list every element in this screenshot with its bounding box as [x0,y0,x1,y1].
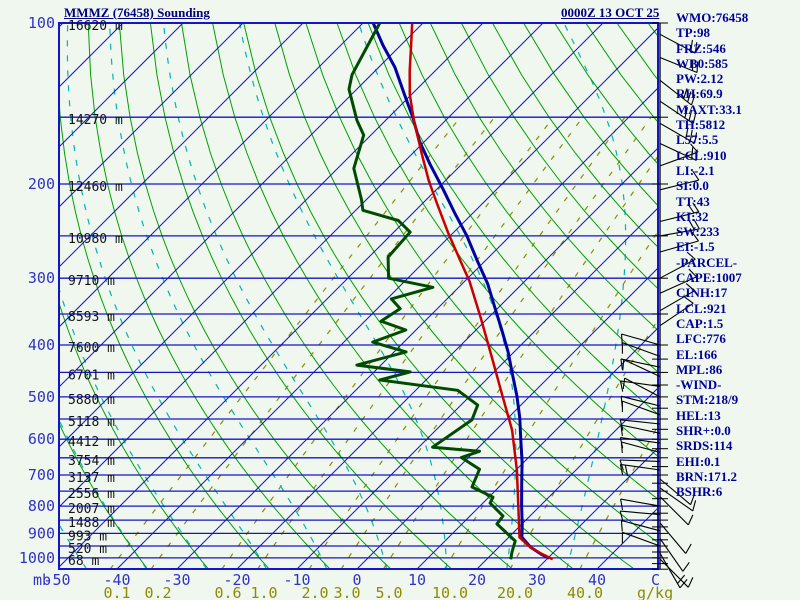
temp-tick-label: -20 [223,571,250,589]
pressure-tick-label: 300 [28,269,55,287]
stat-line: TP:98 [676,25,710,41]
height-label: 520 m [68,542,107,557]
height-label: 8593 m [68,310,115,325]
plot-border [58,22,659,570]
stat-line: LCL:921 [676,300,727,316]
stat-line: L57:5.5 [676,132,719,148]
mixing-ratio-label: 0.2 [144,584,171,600]
mixing-ratio-label: 3.0 [333,584,360,600]
stat-line: MPL:86 [676,361,723,377]
height-label: 1488 m [68,516,115,531]
stat-line: CINH:17 [676,285,728,301]
mixing-ratio-label: 0.1 [103,584,130,600]
stat-line: WB0:585 [676,55,728,71]
temp-unit-label: C [651,571,660,589]
height-label: 6701 m [68,368,115,383]
stat-line: CAP:1.5 [676,315,724,331]
height-label: 3137 m [68,471,115,486]
chart-datetime: 0000Z 13 OCT 25 [561,5,660,20]
height-label: 12460 m [68,180,123,195]
stat-line: SW:233 [676,224,720,240]
pressure-tick-label: 200 [28,175,55,193]
temp-tick-label: -40 [103,571,130,589]
stat-line: -WIND- [676,377,722,393]
height-label: 5118 m [68,415,115,430]
height-label: 16620 m [68,19,123,34]
temp-tick-label: 40 [588,571,606,589]
mixing-ratio-label: 5.0 [375,584,402,600]
stat-line: HEL:13 [676,407,721,423]
stat-line: LFC:776 [676,331,726,347]
stat-line: STM:218/9 [676,392,739,408]
stat-line: TH:5812 [676,117,726,133]
temp-tick-label: 30 [528,571,546,589]
stat-line: BRN:171.2 [676,468,738,484]
wind-barb-column [619,22,700,589]
chart-title: MMMZ (76458) Sounding [64,5,210,20]
height-label: 68 m [68,554,99,569]
height-label: 3754 m [68,454,115,469]
stat-line: LCL:910 [676,147,727,163]
stat-line: KI:32 [676,208,709,224]
stats-panel: WMO:76458 TP:98 FRZ:546 WB0:585 PW:2.12 RH:69… [676,10,798,500]
mixing-ratio-label: 0.6 [214,584,241,600]
stat-line: FRZ:546 [676,40,726,56]
stat-line: -PARCEL- [676,254,738,270]
pressure-unit-label: mb [33,571,51,589]
temp-tick-label: 10 [408,571,426,589]
stat-line: LI:-2.1 [676,162,715,178]
stat-line: WMO:76458 [676,10,749,25]
stat-line: PW:2.12 [676,71,724,87]
height-label: 5880 m [68,393,115,408]
stat-line: EHI:0.1 [676,453,721,469]
stat-line: MAXT:33.1 [676,101,742,117]
mixing-ratio-label: 1.0 [250,584,277,600]
pressure-tick-label: 400 [28,336,55,354]
pressure-tick-label: 900 [28,524,55,542]
pressure-tick-label: 100 [28,14,55,32]
stat-line: SRDS:114 [676,438,733,454]
height-label: 2007 m [68,502,115,517]
temp-tick-label: 0 [352,571,361,589]
skewt-grid [59,23,658,569]
stat-line: RH:69.9 [676,86,723,102]
stat-line: BSHR:6 [676,484,723,500]
pressure-tick-label: 1000 [19,549,55,567]
pressure-tick-label: 500 [28,388,55,406]
stat-line: CAPE:1007 [676,270,742,286]
mixing-ratio-label: 40.0 [567,584,603,600]
temp-tick-label: 20 [468,571,486,589]
temp-tick-label: -10 [283,571,310,589]
height-label: 9710 m [68,274,115,289]
temperature-curve [408,23,554,561]
mixing-ratio-label: 20.0 [497,584,533,600]
mixing-ratio-label: 2.0 [301,584,328,600]
pressure-tick-label: 800 [28,497,55,515]
stat-line: SHR+:0.0 [676,423,731,439]
temp-tick-label: -30 [163,571,190,589]
height-label: 7600 m [68,341,115,356]
height-label: 10980 m [68,232,123,247]
height-label: 4412 m [68,435,115,450]
stat-line: TT:43 [676,193,710,209]
dewpoint-curve [347,23,517,560]
stat-line: EI:-1.5 [676,239,715,255]
stat-line: EL:166 [676,346,718,362]
ratio-unit-label: g/kg [637,584,673,600]
height-label: 2556 m [68,487,115,502]
temp-tick-label: -50 [43,571,70,589]
height-label: 14270 m [68,113,123,128]
stat-line: SI:0.0 [676,178,709,194]
height-label: 993 m [68,529,107,544]
pressure-tick-label: 600 [28,430,55,448]
mixing-ratio-label: 10.0 [432,584,468,600]
pressure-tick-label: 700 [28,466,55,484]
